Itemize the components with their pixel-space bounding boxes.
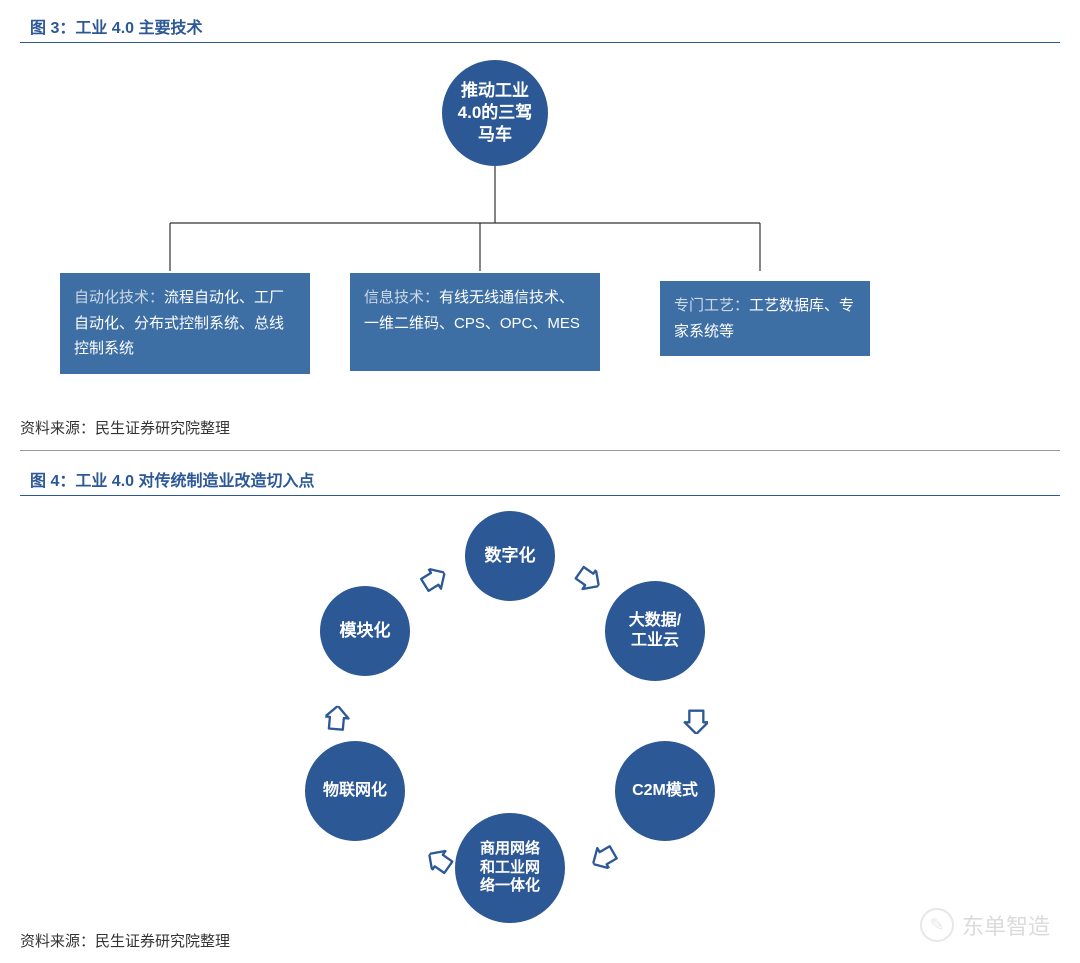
figure3-diagram: 推动工业4.0的三驾马车 自动化技术：流程自动化、工厂自动化、分布式控制系统、总… xyxy=(20,43,1060,403)
root-node: 推动工业4.0的三驾马车 xyxy=(442,60,548,166)
figure4-title-body: 工业 4.0 对传统制造业改造切入点 xyxy=(75,473,314,490)
cycle-node-4: 物联网化 xyxy=(305,741,405,841)
cycle-arrow-1 xyxy=(680,706,708,734)
child-node-header: 信息技术： xyxy=(364,289,439,306)
cycle-arrow-5 xyxy=(415,563,454,602)
child-node-2: 专门工艺：工艺数据库、专家系统等 xyxy=(660,281,870,356)
cycle-node-3: 商用网络和工业网络一体化 xyxy=(455,813,565,923)
figure3-source: 资料来源：民生证券研究院整理 xyxy=(20,417,1060,451)
child-node-0: 自动化技术：流程自动化、工厂自动化、分布式控制系统、总线控制系统 xyxy=(60,273,310,374)
figure3-title-prefix: 图 3： xyxy=(30,20,75,37)
cycle-node-1: 大数据/工业云 xyxy=(605,581,705,681)
cycle-arrow-2 xyxy=(585,836,623,874)
figure4-title: 图 4：工业 4.0 对传统制造业改造切入点 xyxy=(20,461,1060,496)
child-node-1: 信息技术：有线无线通信技术、一维二维码、CPS、OPC、MES xyxy=(350,273,600,371)
cycle-node-5: 模块化 xyxy=(320,586,410,676)
watermark-text: 东单智造 xyxy=(962,909,1050,941)
figure3-title: 图 3：工业 4.0 主要技术 xyxy=(20,8,1060,43)
cycle-arrow-4 xyxy=(324,705,354,735)
cycle-node-0: 数字化 xyxy=(465,511,555,601)
figure4-source: 资料来源：民生证券研究院整理 xyxy=(20,930,1060,963)
watermark-icon: ✎ xyxy=(920,908,954,942)
watermark: ✎ 东单智造 xyxy=(920,908,1050,942)
child-node-header: 专门工艺： xyxy=(674,297,749,314)
figure4-title-prefix: 图 4： xyxy=(30,473,75,490)
cycle-node-2: C2M模式 xyxy=(615,741,715,841)
cycle-arrow-0 xyxy=(567,561,606,600)
child-node-header: 自动化技术： xyxy=(74,289,164,306)
figure4-diagram: 数字化大数据/工业云C2M模式商用网络和工业网络一体化物联网化模块化 xyxy=(20,496,1060,916)
figure3-title-body: 工业 4.0 主要技术 xyxy=(75,20,202,37)
